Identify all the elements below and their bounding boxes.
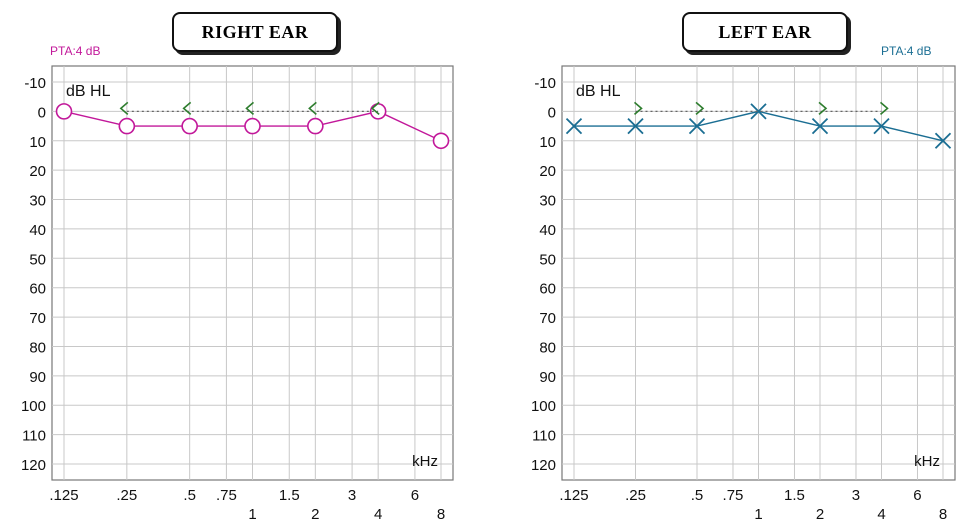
right-x-tick-label: 3	[348, 487, 356, 504]
left-x-tick-label: 6	[913, 487, 921, 504]
left-y-tick-label: 60	[539, 281, 556, 298]
left-y-tick-label: 10	[539, 134, 556, 151]
right-x-tick-label: .5	[183, 487, 196, 504]
left-y-tick-label: 30	[539, 193, 556, 210]
right-x-tick-label: .25	[116, 487, 137, 504]
right-x-tick-label: 6	[411, 487, 419, 504]
left-y-tick-label: 120	[531, 457, 556, 474]
right-air-marker	[181, 117, 198, 135]
right-x-tick-label: .75	[216, 487, 237, 504]
right-bone-marker	[119, 101, 129, 115]
right-ear-audiogram: -10 0 10 20 30 40 50 60 70 80 90 100 110 120.125 .25 .5…	[21, 65, 454, 523]
right-y-tick-label: 110	[22, 428, 46, 445]
left-y-tick-label: 110	[532, 428, 556, 445]
left-x-tick-label: 1.5	[784, 487, 805, 504]
right-ear-title: RIGHT EAR	[172, 12, 338, 52]
left-air-marker	[811, 117, 829, 135]
right-y-tick-label: -10	[24, 75, 46, 92]
left-bone-marker	[818, 101, 828, 115]
right-x-tick-label: 1.5	[279, 487, 300, 504]
right-x-tick-label: 4	[374, 506, 382, 523]
right-bone-marker	[370, 101, 380, 115]
left-bone-marker	[695, 101, 705, 115]
right-air-marker	[118, 117, 136, 135]
left-bone-marker	[633, 101, 643, 115]
left-x-tick-label: .5	[691, 487, 704, 504]
right-y-tick-label: 120	[21, 457, 46, 474]
right-y-tick-label: 0	[38, 104, 46, 121]
left-y-tick-label: 70	[539, 310, 556, 327]
right-x-axis-label: kHz	[412, 453, 438, 470]
right-x-tick-label: 8	[437, 506, 445, 523]
right-y-tick-label: 70	[29, 310, 46, 327]
right-y-tick-label: 80	[29, 339, 46, 356]
left-air-marker	[934, 132, 952, 149]
left-air-marker	[565, 117, 583, 135]
left-y-tick-label: 50	[539, 251, 556, 268]
right-x-tick-label: .125	[49, 487, 78, 504]
right-y-tick-label: 50	[29, 251, 46, 268]
left-x-tick-label: .125	[559, 487, 588, 504]
right-y-tick-label: 100	[21, 398, 46, 415]
left-y-tick-label: 90	[539, 369, 556, 386]
left-x-tick-label: 2	[816, 506, 824, 523]
left-y-tick-label: 80	[539, 339, 556, 356]
right-air-marker	[432, 132, 450, 150]
left-x-tick-label: 3	[852, 487, 860, 504]
left-y-axis-label: dB HL	[576, 83, 621, 100]
right-bone-marker	[182, 101, 192, 115]
right-y-tick-label: 30	[29, 193, 46, 210]
right-y-tick-label: 40	[29, 222, 46, 239]
left-air-marker	[627, 117, 644, 135]
right-y-tick-label: 60	[29, 281, 46, 298]
left-x-tick-label: .75	[723, 487, 744, 504]
left-ear-title: LEFT EAR	[682, 12, 848, 52]
left-air-marker	[873, 117, 890, 135]
right-air-marker	[307, 117, 324, 135]
right-y-tick-label: 90	[29, 369, 46, 386]
left-x-tick-label: 1	[754, 506, 762, 523]
left-y-tick-label: 100	[531, 398, 556, 415]
left-x-tick-label: 8	[939, 506, 947, 523]
left-x-tick-label: 4	[877, 506, 885, 523]
right-y-tick-label: 20	[29, 163, 46, 180]
right-y-tick-label: 10	[29, 134, 46, 151]
left-x-axis-label: kHz	[914, 453, 940, 470]
left-ear-audiogram: -10 0 10 20 30 40 50 60 70 80 90 100 110 120.125 .25 .5…	[531, 65, 956, 523]
left-air-marker	[750, 103, 767, 120]
right-air-marker	[244, 117, 261, 135]
left-ear-pta-label: PTA:4 dB	[881, 44, 932, 58]
left-bone-marker	[879, 101, 889, 115]
left-x-tick-label: .25	[625, 487, 646, 504]
left-y-tick-label: -10	[534, 75, 556, 92]
right-x-tick-label: 2	[311, 506, 319, 523]
right-x-tick-label: 1	[248, 506, 256, 523]
right-bone-marker	[245, 101, 255, 115]
left-y-tick-label: 20	[539, 163, 556, 180]
left-air-marker	[688, 117, 706, 135]
right-y-axis-label: dB HL	[66, 83, 111, 100]
right-ear-pta-label: PTA:4 dB	[50, 44, 101, 58]
left-y-tick-label: 0	[548, 104, 556, 121]
right-bone-marker	[308, 101, 317, 115]
left-y-tick-label: 40	[539, 222, 556, 239]
right-air-marker	[55, 103, 73, 120]
